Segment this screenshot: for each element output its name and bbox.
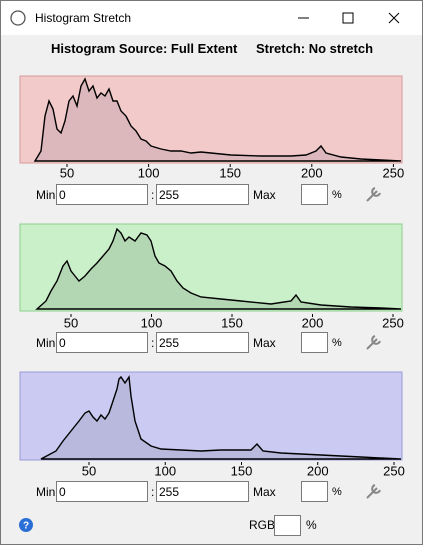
min-label: Min (36, 188, 56, 202)
percent-label: % (332, 486, 342, 498)
min-label: Min (36, 336, 56, 350)
min-input[interactable] (56, 184, 148, 205)
window-title: Histogram Stretch (35, 11, 132, 25)
axis-tick-label: 250 (383, 165, 405, 180)
axis-tick-label: 200 (301, 165, 323, 180)
histogram-curve (40, 374, 402, 460)
percent-input[interactable] (301, 481, 328, 502)
max-label: Max (253, 336, 276, 350)
axis-tick-label: 150 (219, 165, 241, 180)
percent-label: % (332, 337, 342, 349)
close[interactable] (388, 12, 400, 24)
min-input[interactable] (56, 481, 148, 502)
title-bar (1, 1, 422, 35)
max-input[interactable] (156, 481, 249, 502)
maximize[interactable] (342, 12, 354, 24)
percent-input[interactable] (301, 184, 328, 205)
axis-tick-label: 100 (141, 315, 163, 330)
separator: : (151, 188, 155, 202)
rgb-percent: % (306, 518, 317, 532)
rgb-input[interactable] (274, 515, 301, 536)
max-label: Max (253, 485, 276, 499)
axis-tick-label: 100 (138, 165, 160, 180)
axis-tick-label: 100 (154, 463, 176, 478)
separator: : (151, 336, 155, 350)
axis-tick-label: 250 (383, 463, 405, 478)
max-label: Max (253, 188, 276, 202)
axis-tick-label: 200 (307, 463, 329, 478)
wrench-icon (366, 187, 381, 202)
axis-tick-label: 50 (64, 315, 78, 330)
separator: : (151, 485, 155, 499)
source-label: Histogram Source: Full Extent (51, 41, 238, 56)
rgb-label: RGB (249, 518, 276, 532)
max-input[interactable] (156, 332, 249, 353)
axis-tick-label: 150 (231, 463, 253, 478)
max-input[interactable] (156, 184, 249, 205)
help-glyph: ? (23, 521, 29, 532)
percent-label: % (332, 189, 342, 201)
wrench-icon (366, 484, 381, 499)
wrench-icon (366, 335, 381, 350)
axis-tick-label: 50 (60, 165, 74, 180)
histogram-curve (35, 227, 402, 310)
stretch-label: Stretch: No stretch (256, 41, 374, 56)
app-icon (10, 10, 26, 26)
help-icon[interactable] (19, 518, 33, 532)
axis-tick-label: 200 (302, 315, 324, 330)
histogram-curve (33, 77, 402, 162)
axis-tick-label: 150 (221, 315, 243, 330)
axis-tick-label: 50 (82, 463, 96, 478)
panel-green (19, 223, 403, 312)
percent-input[interactable] (301, 332, 328, 353)
min-label: Min (36, 485, 56, 499)
min-input[interactable] (56, 332, 148, 353)
axis-tick-label: 250 (382, 315, 404, 330)
